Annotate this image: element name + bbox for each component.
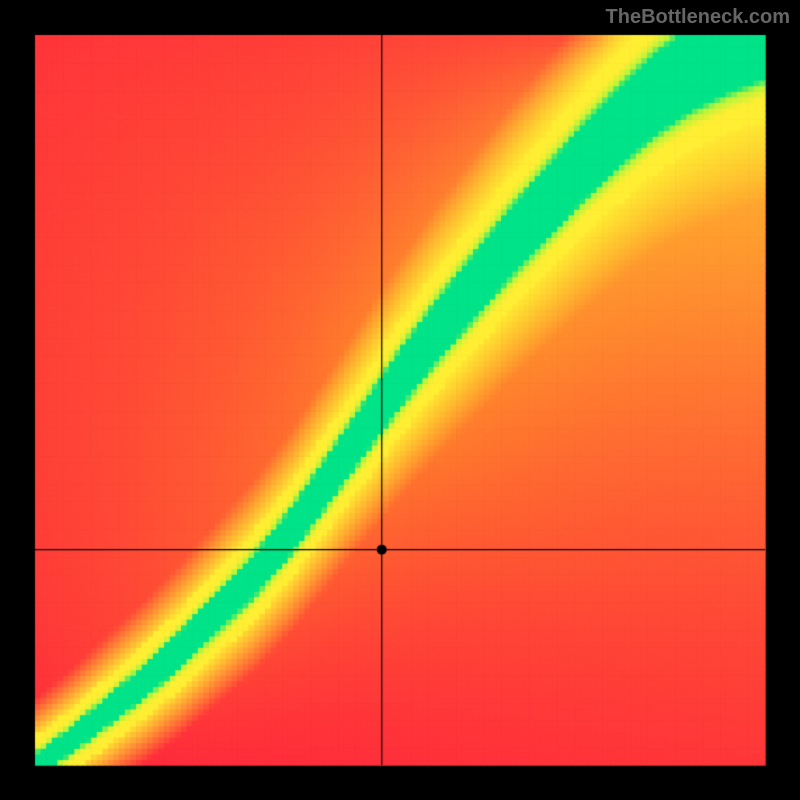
heatmap-canvas bbox=[0, 0, 800, 800]
watermark-text: TheBottleneck.com bbox=[606, 6, 790, 29]
chart-container: TheBottleneck.com bbox=[0, 0, 800, 800]
